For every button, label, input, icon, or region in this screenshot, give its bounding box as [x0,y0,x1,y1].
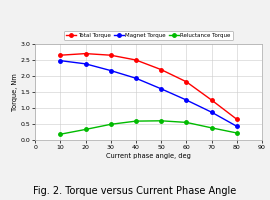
Magnet Torque [160,88,163,90]
Reluctance Torque [109,123,112,126]
Magnet Torque [185,99,188,101]
Total Torque [134,59,137,61]
Magnet Torque [84,63,87,65]
Legend: Total Torque, Magnet Torque, Reluctance Torque: Total Torque, Magnet Torque, Reluctance … [64,31,233,40]
Magnet Torque [109,69,112,72]
Reluctance Torque [210,127,213,129]
Total Torque [109,54,112,56]
Reluctance Torque [134,120,137,122]
Magnet Torque [235,125,238,127]
Line: Magnet Torque: Magnet Torque [59,59,238,128]
Magnet Torque [210,111,213,113]
Reluctance Torque [160,120,163,122]
Total Torque [235,118,238,120]
Line: Reluctance Torque: Reluctance Torque [59,119,238,136]
Line: Total Torque: Total Torque [59,52,238,121]
Reluctance Torque [59,133,62,135]
Magnet Torque [134,77,137,79]
Reluctance Torque [235,132,238,134]
Magnet Torque [59,59,62,62]
Y-axis label: Torque, Nm: Torque, Nm [12,73,18,111]
Text: Fig. 2. Torque versus Current Phase Angle: Fig. 2. Torque versus Current Phase Angl… [33,186,237,196]
Total Torque [185,81,188,83]
Reluctance Torque [84,128,87,131]
Total Torque [59,54,62,56]
X-axis label: Current phase angle, deg: Current phase angle, deg [106,153,191,159]
Total Torque [160,68,163,71]
Reluctance Torque [185,121,188,124]
Total Torque [210,99,213,101]
Total Torque [84,52,87,55]
